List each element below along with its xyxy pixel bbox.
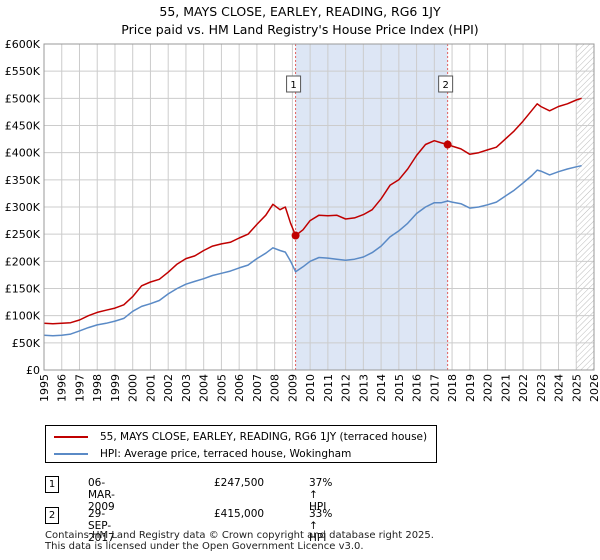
- legend-swatch-property: [54, 436, 88, 438]
- x-tick-label: 2011: [322, 374, 335, 402]
- y-tick-label: £250K: [5, 228, 41, 241]
- legend-label-hpi: HPI: Average price, terraced house, Woki…: [100, 448, 352, 460]
- sale-date: 29-SEP-2017: [88, 508, 115, 544]
- chart-plot: £0 £50K £100K £150K £200K £250K £300K £350K £400…: [5, 38, 600, 402]
- y-tick-label: £50K: [12, 337, 41, 350]
- x-tick-label: 2000: [127, 374, 140, 402]
- x-tick-label: 2007: [251, 374, 264, 402]
- legend-swatch-hpi: [54, 453, 88, 455]
- legend-label-property: 55, MAYS CLOSE, EARLEY, READING, RG6 1JY…: [100, 431, 428, 443]
- x-tick-label: 2013: [357, 374, 370, 402]
- x-tick-label: 2004: [198, 374, 211, 402]
- x-tick-label: 2018: [446, 374, 459, 402]
- x-tick-label: 2022: [517, 374, 530, 402]
- x-tick-label: 1995: [38, 374, 51, 402]
- x-tick-label: 1998: [91, 374, 104, 402]
- sale-1-point: [291, 231, 300, 240]
- x-tick-label: 2019: [464, 374, 477, 402]
- x-tick-label: 2005: [215, 374, 228, 402]
- y-tick-label: £100K: [5, 310, 41, 323]
- x-tick-label: 2024: [553, 374, 566, 402]
- plot-frame: [43, 43, 595, 371]
- sale-1-label: 1: [290, 80, 296, 91]
- hpi-line: [43, 164, 582, 337]
- property-price-line: [43, 97, 582, 325]
- x-tick-label: 2001: [144, 374, 157, 402]
- x-tick-label: 1996: [56, 374, 69, 402]
- sale-price: £247,500: [214, 477, 265, 489]
- y-tick-label: £150K: [5, 283, 41, 296]
- sale-price: £415,000: [214, 508, 265, 520]
- x-tick-label: 2009: [286, 374, 299, 402]
- x-tick-label: 2008: [269, 374, 282, 402]
- x-tick-label: 2003: [180, 374, 193, 402]
- sale-2-point: [443, 140, 452, 149]
- y-tick-label: £450K: [5, 120, 41, 133]
- y-tick-label: £350K: [5, 174, 41, 187]
- sale-hpi-change: 33% ↑ HPI: [309, 508, 333, 544]
- legend-item-hpi: HPI: Average price, terraced house, Woki…: [54, 446, 351, 462]
- x-tick-label: 2010: [304, 374, 317, 402]
- y-tick-label: £200K: [5, 255, 41, 268]
- sale-1-label-box: [286, 75, 302, 93]
- y-tick-label: £400K: [5, 147, 41, 160]
- x-tick-label: 2002: [162, 374, 175, 402]
- x-tick-label: 2017: [428, 374, 441, 402]
- x-tick-label: 2021: [499, 374, 512, 402]
- legend: 55, MAYS CLOSE, EARLEY, READING, RG6 1JY…: [45, 425, 437, 463]
- sale-2-label-box: [438, 75, 454, 93]
- footer-copyright: Contains HM Land Registry data © Crown c…: [45, 530, 434, 541]
- chart-title-line: 55, MAYS CLOSE, EARLEY, READING, RG6 1JY: [159, 4, 441, 19]
- x-tick-label: 2025: [570, 374, 583, 402]
- chart-subtitle: Price paid vs. HM Land Registry's House …: [121, 22, 479, 37]
- y-tick-label: £0: [26, 364, 40, 377]
- chart-title: 55, MAYS CLOSE, EARLEY, READING, RG6 1JY…: [0, 3, 600, 39]
- x-tick-label: 1999: [109, 374, 122, 402]
- x-tick-label: 2023: [535, 374, 548, 402]
- x-tick-label: 2016: [411, 374, 424, 402]
- y-tick-label: £500K: [5, 92, 41, 105]
- sale-number-badge: 2: [45, 507, 59, 524]
- x-tick-label: 2014: [375, 374, 388, 402]
- footer-licence: This data is licensed under the Open Gov…: [45, 540, 364, 552]
- x-tick-label: 2006: [233, 374, 246, 402]
- sale-date: 06-MAR-2009: [88, 477, 115, 513]
- x-tick-label: 1997: [73, 374, 86, 402]
- y-tick-label: £300K: [5, 201, 41, 214]
- x-tick-label: 2020: [482, 374, 495, 402]
- x-tick-label: 2012: [340, 374, 353, 402]
- sale-hpi-change: 37% ↑ HPI: [309, 477, 333, 513]
- legend-item-property: 55, MAYS CLOSE, EARLEY, READING, RG6 1JY…: [54, 429, 427, 445]
- y-tick-label: £600K: [5, 38, 41, 51]
- sale-number-badge: 1: [45, 476, 59, 493]
- x-tick-label: 2026: [588, 374, 600, 402]
- sale-2-label: 2: [442, 80, 448, 91]
- x-tick-label: 2015: [393, 374, 406, 402]
- footer: Contains HM Land Registry data © Crown c…: [45, 530, 434, 552]
- y-tick-label: £550K: [5, 65, 41, 78]
